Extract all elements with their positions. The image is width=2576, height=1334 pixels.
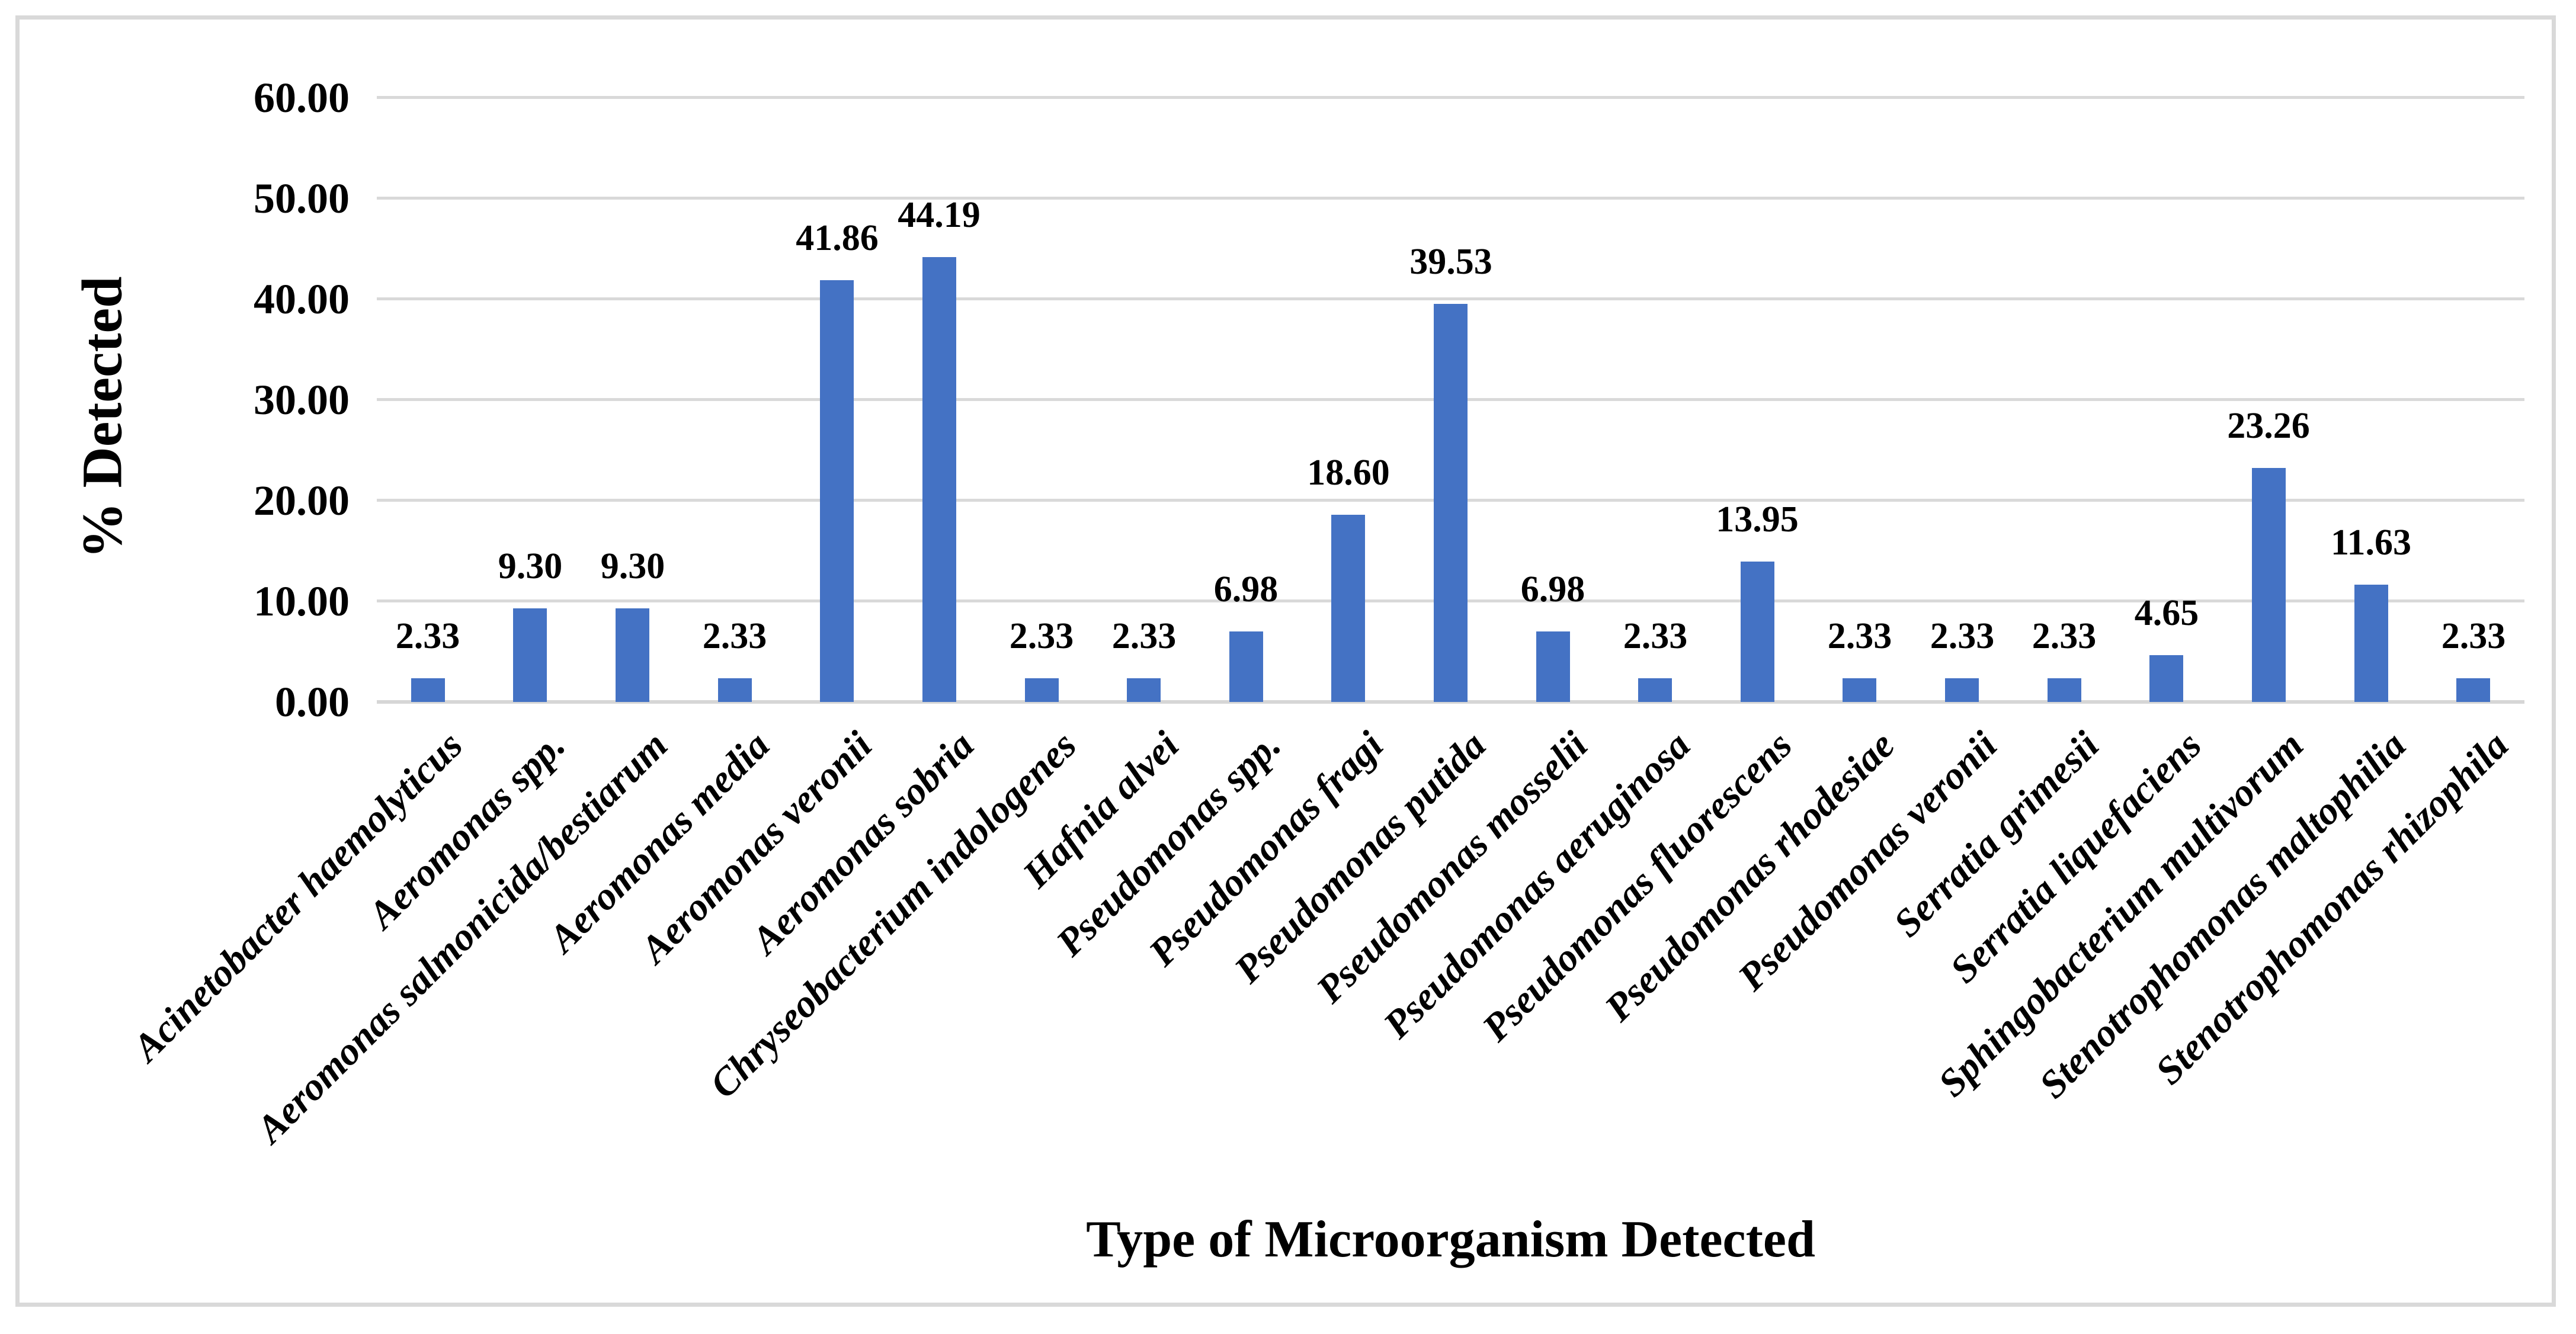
bar: [1229, 631, 1263, 702]
y-tick-label: 20.00: [254, 477, 350, 524]
bar: [1638, 678, 1672, 702]
bar-value-label: 2.33: [1930, 616, 1995, 656]
bar: [922, 257, 956, 702]
bar: [2149, 655, 2183, 702]
bar-value-label: 44.19: [898, 195, 981, 235]
y-tick-label: 10.00: [254, 578, 350, 625]
bar-value-label: 2.33: [395, 616, 460, 656]
bar-value-label: 13.95: [1716, 499, 1799, 540]
bar-value-label: 2.33: [702, 616, 767, 656]
bar: [616, 608, 649, 702]
y-axis-title: % Detected: [70, 276, 134, 559]
bar-value-label: 9.30: [498, 546, 563, 586]
bar-value-label: 4.65: [2134, 593, 2199, 633]
bar: [2354, 585, 2388, 702]
bar-value-label: 23.26: [2227, 406, 2310, 446]
bar: [513, 608, 547, 702]
x-axis-line: [377, 700, 2524, 704]
bar: [1331, 515, 1365, 702]
gridline: [377, 96, 2524, 99]
gridline: [377, 297, 2524, 300]
y-tick-label: 0.00: [275, 678, 350, 726]
bar: [1945, 678, 1979, 702]
bar: [718, 678, 752, 702]
bar: [1741, 562, 1774, 702]
bar-value-label: 2.33: [1111, 616, 1177, 656]
y-tick-label: 60.00: [254, 74, 350, 121]
bar: [1127, 678, 1161, 702]
bar-value-label: 6.98: [1520, 569, 1585, 610]
bar: [1434, 304, 1468, 702]
bar-value-label: 6.98: [1213, 569, 1279, 610]
bar: [1536, 631, 1570, 702]
bar-value-label: 2.33: [2441, 616, 2506, 656]
y-tick-label: 50.00: [254, 175, 350, 222]
bar-value-label: 41.86: [796, 218, 879, 258]
x-axis-title: Type of Microorganism Detected: [1086, 1211, 1815, 1268]
bar-value-label: 2.33: [1623, 616, 1688, 656]
y-tick-label: 30.00: [254, 376, 350, 424]
bar-value-label: 39.53: [1409, 242, 1492, 282]
bar-value-label: 2.33: [1827, 616, 1892, 656]
bar: [1025, 678, 1059, 702]
y-tick-label: 40.00: [254, 275, 350, 323]
bar-value-label: 2.33: [2032, 616, 2097, 656]
bar: [2456, 678, 2490, 702]
bar-value-label: 9.30: [600, 546, 665, 586]
chart-frame: [15, 15, 2556, 1307]
bar-value-label: 18.60: [1307, 453, 1390, 493]
bar: [411, 678, 445, 702]
bar-value-label: 2.33: [1009, 616, 1074, 656]
bar: [2252, 468, 2286, 702]
bar: [1843, 678, 1876, 702]
bar-value-label: 11.63: [2330, 522, 2412, 563]
bar: [2048, 678, 2081, 702]
bar: [820, 280, 854, 702]
gridline: [377, 197, 2524, 200]
